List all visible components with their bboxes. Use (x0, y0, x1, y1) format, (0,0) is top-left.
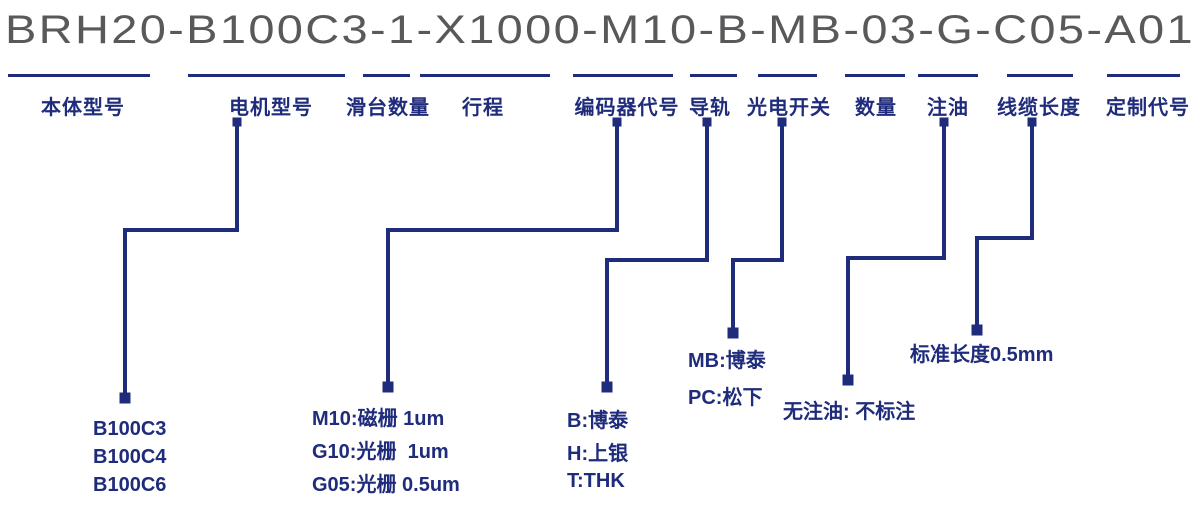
underline-oil (918, 74, 978, 77)
underline-stroke (420, 74, 550, 77)
marker-cable-length-end (971, 324, 983, 336)
segment-label-oil: 注油 (927, 97, 969, 119)
underline-cable-length (1007, 74, 1073, 77)
segment-label-body-model: 本体型号 (41, 97, 125, 119)
connector-cable-length (975, 122, 1034, 327)
marker-encoder-end (382, 381, 394, 393)
underline-quantity (845, 74, 905, 77)
underline-motor-model (188, 74, 345, 77)
connector-motor-model (123, 122, 239, 396)
rail-option: H:上银 (567, 443, 629, 465)
segment-label-motor-model: 电机型号 (229, 97, 313, 119)
underline-photo-switch (758, 74, 817, 77)
segment-label-cable-length: 线缆长度 (997, 97, 1081, 119)
photo-switch-option: MB:博泰 (688, 350, 766, 372)
cable-option: 标准长度0.5mm (910, 344, 1054, 366)
motor-model-option: B100C3 (93, 418, 167, 440)
rail-option: B:博泰 (567, 410, 629, 432)
motor-model-option: B100C6 (93, 474, 167, 496)
segment-label-quantity: 数量 (855, 97, 897, 119)
underline-rail (690, 74, 737, 77)
underline-encoder-code (573, 74, 673, 77)
segment-label-photo-switch: 光电开关 (747, 97, 831, 119)
marker-oil-end (842, 374, 854, 386)
rail-option: T:THK (567, 470, 625, 492)
marker-photo-switch-end (727, 327, 739, 339)
motor-model-option: B100C4 (93, 446, 167, 468)
encoder-option: M10:磁栅 1um (312, 408, 445, 430)
encoder-option: G10:光栅 1um (312, 441, 449, 463)
underline-slider-count (363, 74, 410, 77)
marker-motor-model-end (119, 392, 131, 404)
segment-label-slider-count: 滑台数量 (346, 97, 430, 119)
segment-label-rail: 导轨 (689, 97, 731, 119)
segment-label-custom-code: 定制代号 (1106, 97, 1190, 119)
oil-option: 无注油: 不标注 (783, 401, 916, 423)
underline-custom-code (1107, 74, 1180, 77)
connector-photo-switch (731, 122, 784, 330)
segment-label-stroke: 行程 (462, 97, 504, 119)
photo-switch-option: PC:松下 (688, 387, 763, 409)
connector-encoder (386, 122, 619, 385)
encoder-option: G05:光栅 0.5um (312, 474, 460, 496)
model-code-title: BRH20-B100C3-1-X1000-M10-B-MB-03-G-C05-A… (5, 8, 1195, 52)
marker-rail-end (601, 381, 613, 393)
segment-label-encoder-code: 编码器代号 (574, 97, 680, 119)
underline-body-model (8, 74, 150, 77)
